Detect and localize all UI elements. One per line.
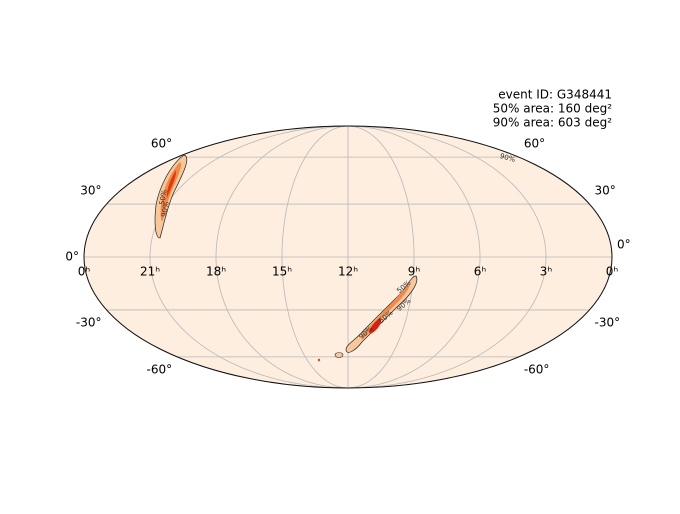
localization-south — [317, 275, 418, 362]
dec-label-right: -30° — [594, 315, 620, 329]
ra-label: 9ʰ — [408, 265, 421, 279]
contour-label: 90% — [499, 152, 516, 164]
dec-label-right: 0° — [617, 238, 631, 252]
info-line: 90% area: 603 deg² — [493, 116, 612, 130]
localization-north — [154, 154, 188, 239]
ra-label: 6ʰ — [474, 265, 487, 279]
dec-label-right: 30° — [594, 184, 615, 198]
map-outline — [83, 125, 613, 389]
ra-label: 18ʰ — [206, 265, 226, 279]
info-line: 50% area: 160 deg² — [493, 102, 612, 116]
dec-label-left: 30° — [80, 184, 101, 198]
dec-label-left: 0° — [65, 250, 79, 264]
dec-label-right: 60° — [524, 137, 545, 151]
ra-label: 15ʰ — [272, 265, 292, 279]
ra-label: 0ʰ — [606, 265, 619, 279]
ra-label: 3ʰ — [540, 265, 553, 279]
dec-label-right: -60° — [524, 362, 550, 376]
dec-label-left: -30° — [76, 315, 102, 329]
dec-label-left: 60° — [151, 137, 172, 151]
info-line: event ID: G348441 — [498, 88, 612, 102]
ra-label: 21ʰ — [140, 265, 160, 279]
dec-label-left: -60° — [147, 362, 173, 376]
contour-label: 90% — [160, 201, 171, 218]
ra-label: 12ʰ — [338, 265, 358, 279]
ra-label: 0ʰ — [78, 265, 91, 279]
contour-label: 50% — [158, 189, 169, 206]
